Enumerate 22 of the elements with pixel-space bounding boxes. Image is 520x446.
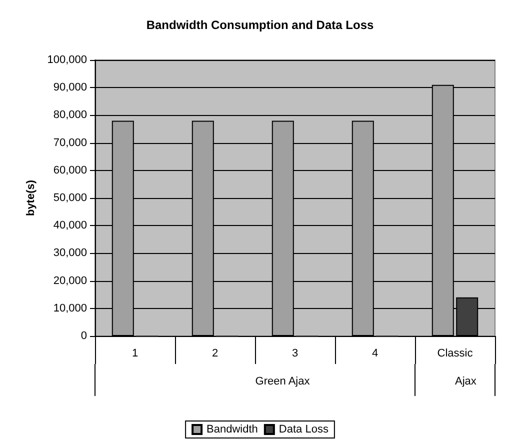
y-tick-label: 80,000: [53, 109, 87, 122]
y-axis-title: byte(s): [24, 180, 37, 216]
legend-label: Bandwidth: [206, 424, 258, 436]
y-tick-label: 10,000: [53, 302, 87, 314]
y-tick-label: 40,000: [53, 220, 87, 232]
y-tick-label: 70,000: [53, 136, 87, 149]
x-tick-label: Classic: [437, 348, 474, 360]
x-tick-label: 2: [212, 348, 218, 360]
x-tick-label: 1: [132, 348, 138, 360]
y-tick-label: 0: [80, 330, 87, 342]
x-tick-label: 3: [292, 348, 298, 360]
x-tick-label: 4: [372, 348, 378, 360]
y-tick-label: 50,000: [53, 192, 87, 204]
text: Ajax: [454, 376, 477, 388]
chart-title: Bandwidth Consumption and Data Loss: [146, 18, 374, 32]
y-tick-label: 90,000: [53, 82, 87, 94]
y-tick-label: 60,000: [53, 164, 87, 176]
y-tick-label: 30,000: [53, 247, 87, 260]
text: Green Ajax: [255, 376, 310, 388]
y-tick-label: 20,000: [53, 274, 87, 287]
y-tick-label: 100,000: [47, 54, 87, 66]
legend-label: Data Loss: [278, 424, 329, 436]
